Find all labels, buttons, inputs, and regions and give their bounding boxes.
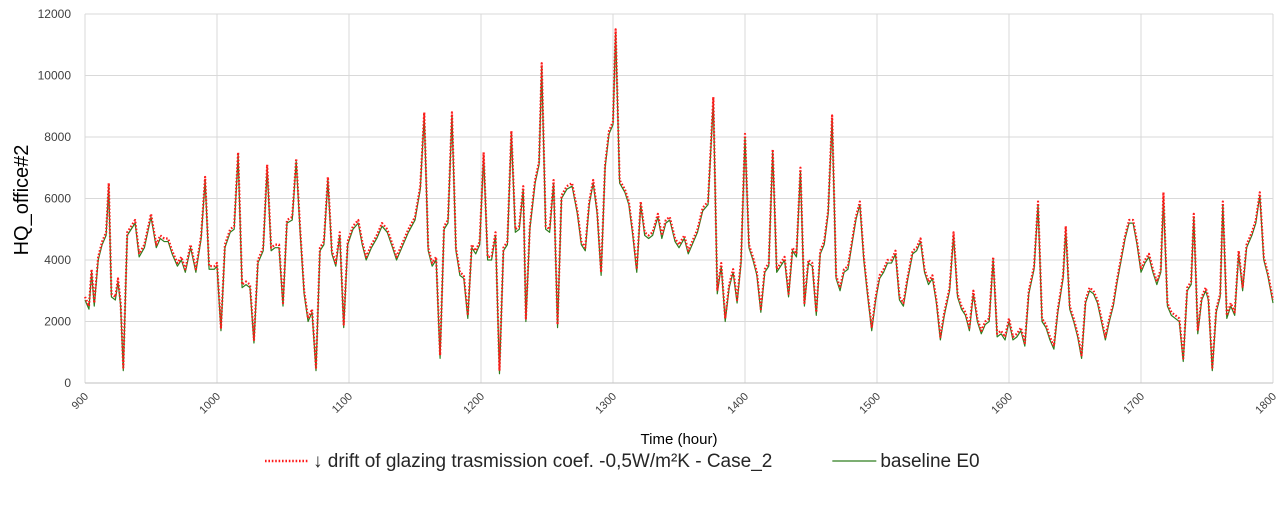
legend-label: baseline E0	[880, 451, 979, 472]
x-axis-title: Time (hour)	[641, 431, 718, 448]
y-axis-title: HQ_office#2	[11, 145, 33, 256]
y-tick-label: 10000	[38, 69, 72, 83]
y-tick-label: 0	[64, 376, 71, 390]
y-tick-label: 8000	[44, 130, 71, 144]
y-tick-label: 2000	[44, 315, 71, 329]
y-tick-label: 12000	[38, 7, 72, 21]
series-line	[84, 31, 1274, 375]
legend-label: ↓ drift of glazing trasmission coef. -0,…	[313, 451, 772, 472]
y-tick-label: 6000	[44, 192, 71, 206]
y-tick-label: 4000	[44, 253, 71, 267]
